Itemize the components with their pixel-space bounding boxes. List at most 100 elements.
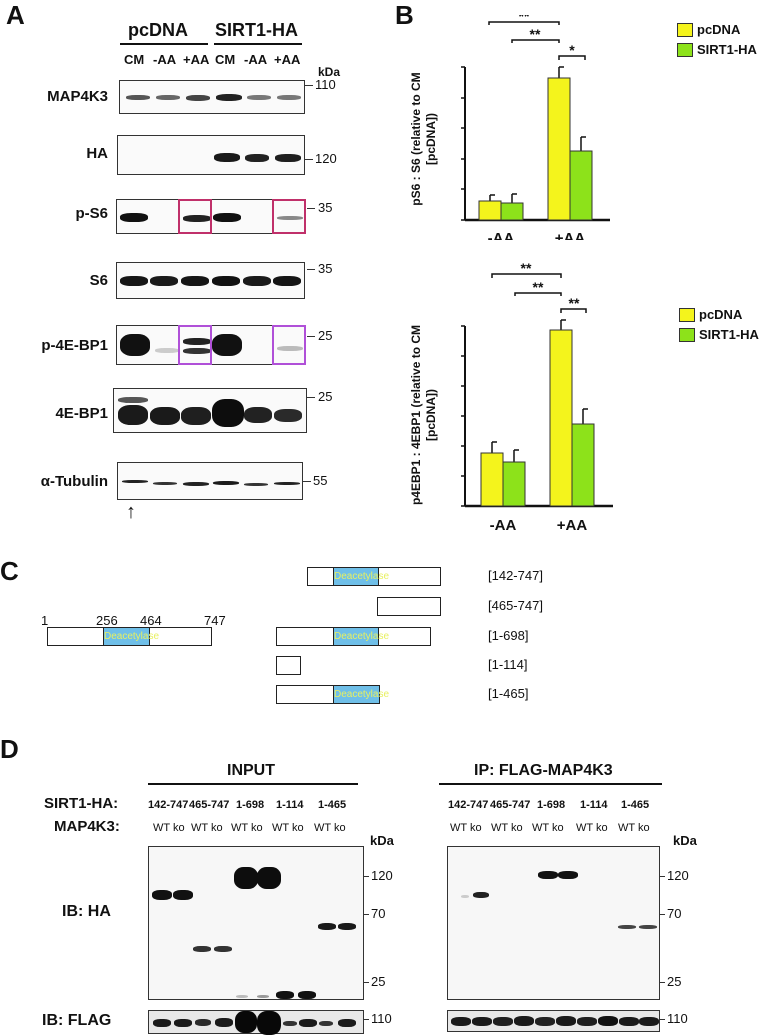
genotype-wt: WT	[618, 822, 635, 834]
legend-label-pcdna: pcDNA	[697, 22, 741, 37]
genotype-ko: ko	[210, 822, 223, 834]
lane-label: CM	[124, 52, 145, 67]
genotype-wt: WT	[314, 822, 331, 834]
sirt1-full-length-bar: Deacetylase	[47, 627, 212, 646]
deacetylase-domain: Deacetylase	[333, 627, 389, 646]
blot-label-alpha-tubulin: α-Tubulin	[40, 473, 108, 490]
blot-label-p-4e-bp1: p-4E-BP1	[41, 337, 108, 354]
legend-label-pcdna: pcDNA	[699, 307, 743, 322]
deacetylase-domain: Deacetylase	[333, 567, 389, 586]
blot-label-s6: S6	[89, 272, 108, 289]
blot-s6	[116, 262, 305, 299]
highlight-box	[272, 199, 306, 234]
group-label-sirt1ha: SIRT1-HA	[215, 20, 299, 40]
blot-4e-bp1	[113, 388, 307, 433]
construct-label: 465-747	[490, 799, 531, 811]
blot-ip-ib-ha	[447, 846, 660, 1000]
marker-110: 110	[315, 77, 336, 92]
legend-swatch-sirt1ha	[677, 43, 693, 57]
marker-110: 110	[667, 1011, 688, 1026]
ib-flag-label: IB: FLAG	[42, 1012, 112, 1029]
input-title: INPUT	[227, 762, 275, 779]
marker-110: 110	[371, 1011, 392, 1026]
legend-label-sirt1ha: SIRT1-HA	[699, 327, 759, 342]
genotype-ko: ko	[510, 822, 523, 834]
genotype-wt: WT	[576, 822, 593, 834]
genotype-wt: WT	[153, 822, 170, 834]
genotype-ko: ko	[469, 822, 482, 834]
position-464: 464	[140, 613, 162, 628]
construct-label: 1-698	[537, 799, 566, 811]
genotype-ko: ko	[551, 822, 564, 834]
blot-label-p-s6: p-S6	[75, 205, 108, 222]
blot-label-4e-bp1: 4E-BP1	[55, 405, 108, 422]
row-label-map4k3: MAP4K3:	[54, 818, 120, 835]
ip-title: IP: FLAG-MAP4K3	[474, 762, 613, 779]
construct-label: [1-465]	[488, 686, 529, 701]
construct-label: 1-114	[276, 799, 304, 811]
row-label-sirt1: SIRT1-HA:	[44, 795, 119, 812]
construct-label: 142-747	[448, 799, 489, 811]
group-label-pcdna: pcDNA	[128, 20, 189, 40]
marker-70: 70	[667, 906, 682, 921]
lane-label: CM	[215, 52, 236, 67]
kda-label: kDa	[370, 833, 394, 848]
lane-label: -AA	[244, 52, 268, 67]
svg-text:-AA: -AA	[488, 230, 515, 240]
legend-label-sirt1ha: SIRT1-HA	[697, 42, 757, 57]
construct-label: 142-747	[148, 799, 189, 811]
highlight-box	[178, 199, 212, 234]
construct-label: [1-698]	[488, 628, 529, 643]
group-underline-sirt1ha	[214, 43, 302, 45]
group-underline-pcdna	[120, 43, 208, 45]
construct-label: 1-465	[621, 799, 650, 811]
legend-swatch-pcdna	[679, 308, 695, 322]
chart1-ylabel: pS6 : S6 (relative to CM [pcDNA])	[409, 72, 438, 206]
position-1: 1	[41, 613, 49, 628]
deacetylase-domain: Deacetylase	[333, 685, 389, 704]
svg-text:-AA: -AA	[490, 517, 517, 530]
blot-ha	[117, 135, 305, 175]
svg-text:**: **	[533, 279, 544, 295]
lane-label: +AA	[274, 52, 301, 67]
construct-label: [142-747]	[488, 568, 543, 583]
genotype-wt: WT	[231, 822, 248, 834]
panel-letter-c: C	[0, 556, 19, 586]
marker-120: 120	[667, 868, 689, 883]
marker-35: 35	[318, 261, 333, 276]
construct-465-747	[377, 597, 441, 616]
genotype-ko: ko	[333, 822, 346, 834]
chart1-pS6: 0 0.2 0.4 0.6 0.8 1.0 -AA +AA ** ** *	[461, 15, 610, 240]
svg-text:**: **	[569, 295, 580, 311]
marker-25: 25	[318, 389, 333, 404]
blot-label-ha: HA	[86, 145, 108, 162]
blot-ip-ib-flag	[447, 1010, 660, 1032]
marker-55: 55	[313, 473, 328, 488]
genotype-ko: ko	[172, 822, 185, 834]
genotype-wt: WT	[450, 822, 467, 834]
marker-120: 120	[371, 868, 393, 883]
genotype-wt: WT	[491, 822, 508, 834]
lane-label: -AA	[153, 52, 177, 67]
chart2-ylabel: p4EBP1 : 4EBP1 (relative to CM [pcDNA])	[409, 324, 438, 506]
chart2-p4ebp1: 0 0.2 0.4 0.6 0.8 1.0 1.2 -AA +AA ** ** …	[461, 260, 613, 530]
construct-1-698: Deacetylase	[276, 627, 431, 646]
construct-label: 1-698	[236, 799, 265, 811]
blot-input-ib-flag	[148, 1010, 364, 1035]
svg-text:**: **	[530, 26, 541, 42]
genotype-ko: ko	[595, 822, 608, 834]
marker-120: 120	[315, 151, 337, 166]
construct-142-747: Deacetylase	[307, 567, 441, 586]
genotype-ko: ko	[291, 822, 304, 834]
genotype-wt: WT	[191, 822, 208, 834]
highlight-box	[178, 325, 212, 365]
kda-label: kDa	[673, 833, 697, 848]
construct-label: [465-747]	[488, 598, 543, 613]
genotype-wt: WT	[532, 822, 549, 834]
svg-text:+AA: +AA	[557, 517, 588, 530]
blot-input-ib-ha	[148, 846, 364, 1000]
panel-letter-d: D	[0, 734, 19, 764]
construct-label: [1-114]	[488, 657, 528, 672]
lane-label: +AA	[183, 52, 210, 67]
construct-label: 1-465	[318, 799, 347, 811]
